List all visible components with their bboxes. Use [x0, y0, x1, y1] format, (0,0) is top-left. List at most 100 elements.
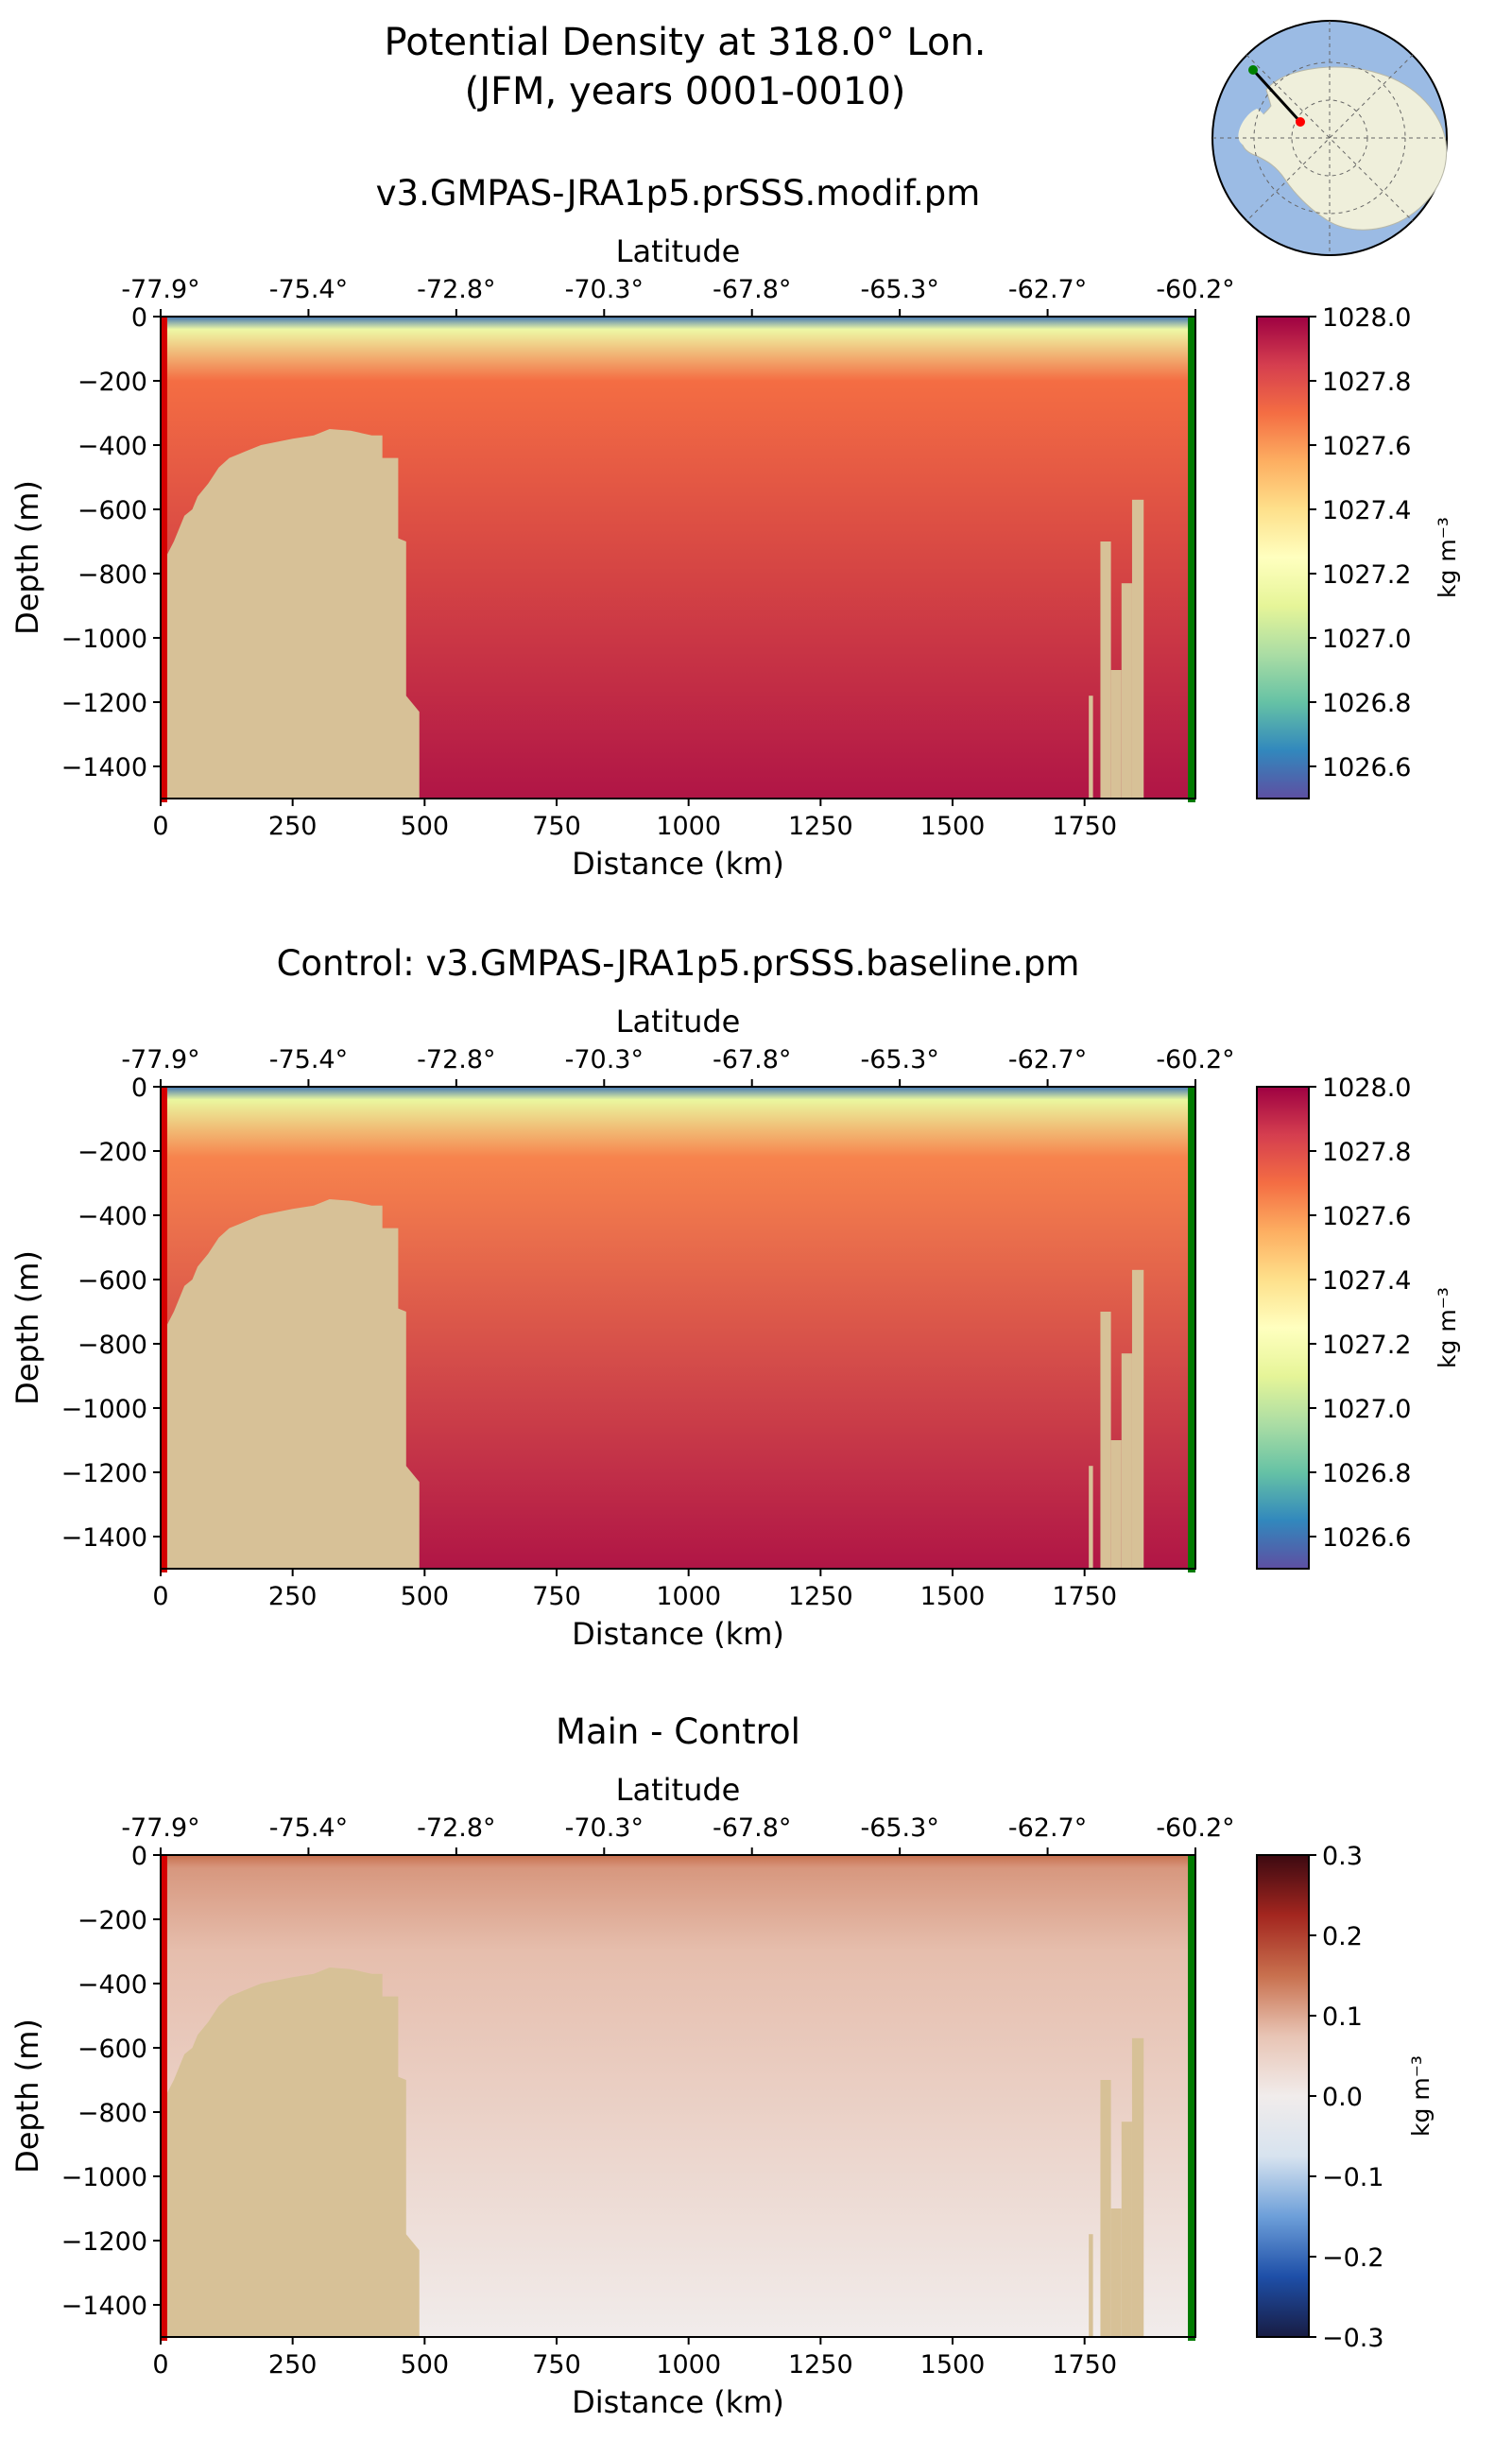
- x-tick-label: 1750: [1052, 812, 1117, 841]
- y-tick-label: −200: [77, 368, 147, 397]
- y-tick-label: −1000: [61, 1395, 147, 1424]
- x-tick-label: 1750: [1052, 1582, 1117, 1611]
- bathymetry-seamount: [1100, 541, 1111, 799]
- latitude-tick-label: -60.2°: [1156, 1813, 1234, 1843]
- latitude-tick-label: -65.3°: [860, 1813, 938, 1843]
- x-tick-label: 1500: [920, 1582, 986, 1611]
- x-tick-label: 500: [401, 812, 450, 841]
- x-tick-label: 750: [532, 2350, 581, 2380]
- bathymetry-seamount: [1121, 583, 1132, 799]
- bathymetry-seamount: [1110, 1440, 1122, 1569]
- bathymetry-seamount: [1121, 2122, 1132, 2337]
- y-tick-label: −1200: [61, 689, 147, 718]
- latitude-tick-label: -72.8°: [417, 1813, 495, 1843]
- bathymetry-seamount: [1131, 499, 1144, 799]
- y-tick-label: 0: [131, 303, 147, 333]
- bathymetry-seamount: [1089, 696, 1093, 799]
- plot-frame: [160, 1086, 1196, 1570]
- colorbar-tick-label: −0.1: [1322, 2163, 1384, 2192]
- colorbar-tick-label: 1027.4: [1322, 1266, 1411, 1296]
- latitude-tick-label: -67.8°: [713, 275, 791, 304]
- x-axis-label: Distance (km): [572, 2384, 784, 2420]
- latitude-tick-label: -62.7°: [1008, 275, 1087, 304]
- y-tick-label: −1200: [61, 1459, 147, 1488]
- colorbar-tick-label: 1027.0: [1322, 625, 1411, 654]
- panel-difference: Main - Control Latitude 0 250 500 750 1000 1250…: [9, 1711, 1435, 2420]
- y-tick-label: −400: [77, 432, 147, 461]
- latitude-tick-label: -75.4°: [269, 275, 348, 304]
- x-tick-label: 1250: [788, 1582, 853, 1611]
- y-tick-label: −1400: [61, 2292, 147, 2321]
- colorbar-label: kg m⁻³: [1434, 1287, 1461, 1368]
- colorbar-tick-label: 0.1: [1322, 2002, 1363, 2032]
- latitude-tick-label: -72.8°: [417, 275, 495, 304]
- x-tick-label: 1000: [656, 2350, 721, 2380]
- panel-title: v3.GMPAS-JRA1p5.prSSS.modif.pm: [376, 173, 981, 214]
- latitude-axis-label: Latitude: [616, 1772, 741, 1808]
- plot-frame: [160, 316, 1196, 799]
- y-axis-label: Depth (m): [9, 2019, 45, 2174]
- colorbar-tick-label: 1027.8: [1322, 1138, 1411, 1167]
- y-tick-label: 0: [131, 1842, 147, 1871]
- colorbar-tick-label: 1027.8: [1322, 368, 1411, 397]
- colorbar-tick-label: 1026.6: [1322, 753, 1411, 782]
- latitude-tick-label: -70.3°: [565, 275, 644, 304]
- x-tick-label: 750: [532, 812, 581, 841]
- latitude-tick-label: -77.9°: [121, 1813, 199, 1843]
- colorbar: [1256, 1854, 1310, 2338]
- panel-title: Main - Control: [556, 1711, 800, 1752]
- y-axis-label: Depth (m): [9, 480, 45, 635]
- colorbar-tick-label: 1027.0: [1322, 1395, 1411, 1424]
- colorbar-label: kg m⁻³: [1434, 517, 1461, 598]
- x-tick-label: 750: [532, 1582, 581, 1611]
- latitude-tick-label: -60.2°: [1156, 275, 1234, 304]
- y-tick-label: 0: [131, 1074, 147, 1103]
- latitude-tick-label: -67.8°: [713, 1045, 791, 1074]
- bathymetry-seamount: [1121, 1353, 1132, 1569]
- map-end-marker: [1248, 65, 1258, 75]
- latitude-tick-label: -70.3°: [565, 1813, 644, 1843]
- panel-title: Control: v3.GMPAS-JRA1p5.prSSS.baseline.…: [277, 943, 1080, 984]
- map-graticule: [1212, 21, 1447, 255]
- y-tick-label: −200: [77, 1906, 147, 1935]
- y-tick-label: −1400: [61, 753, 147, 782]
- latitude-tick-label: -77.9°: [121, 275, 199, 304]
- x-tick-label: 1000: [656, 1582, 721, 1611]
- x-tick-label: 250: [268, 2350, 318, 2380]
- bathymetry-seamount: [1089, 1466, 1093, 1569]
- latitude-tick-label: -67.8°: [713, 1813, 791, 1843]
- y-tick-label: −600: [77, 1266, 147, 1296]
- x-tick-label: 500: [401, 1582, 450, 1611]
- plot-frame: [160, 1854, 1196, 2338]
- bathymetry-seamount: [1131, 2037, 1144, 2337]
- x-tick-label: 1000: [656, 812, 721, 841]
- x-tick-label: 1250: [788, 2350, 853, 2380]
- colorbar: [1256, 316, 1310, 799]
- x-tick-label: 0: [152, 812, 168, 841]
- y-tick-label: −600: [77, 2035, 147, 2064]
- latitude-tick-label: -75.4°: [269, 1045, 348, 1074]
- colorbar-tick-label: 1027.4: [1322, 496, 1411, 525]
- colorbar-tick-label: 1027.6: [1322, 1202, 1411, 1231]
- colorbar-tick-label: −0.3: [1322, 2324, 1384, 2353]
- y-tick-label: −800: [77, 2099, 147, 2128]
- x-tick-label: 250: [268, 1582, 318, 1611]
- colorbar-tick-label: 0.2: [1322, 1922, 1363, 1951]
- bathymetry-seamount: [1131, 1269, 1144, 1569]
- colorbar-tick-label: 1028.0: [1322, 1074, 1411, 1103]
- colorbar-tick-label: 0.0: [1322, 2083, 1363, 2112]
- y-tick-label: −800: [77, 560, 147, 590]
- colorbar-tick-label: 1027.2: [1322, 1331, 1411, 1360]
- y-axis-label: Depth (m): [9, 1250, 45, 1405]
- bathymetry-seamount: [1100, 2080, 1111, 2337]
- y-tick-label: −600: [77, 496, 147, 525]
- y-tick-label: −400: [77, 1970, 147, 2000]
- latitude-tick-label: -65.3°: [860, 1045, 938, 1074]
- colorbar-tick-label: 1027.2: [1322, 560, 1411, 590]
- x-tick-label: 1750: [1052, 2350, 1117, 2380]
- figure-title-line1: Potential Density at 318.0° Lon.: [385, 21, 987, 64]
- colorbar-tick-label: 0.3: [1322, 1842, 1363, 1871]
- bathymetry-seamount: [1110, 2208, 1122, 2337]
- y-tick-label: −400: [77, 1202, 147, 1231]
- y-tick-label: −1000: [61, 2163, 147, 2192]
